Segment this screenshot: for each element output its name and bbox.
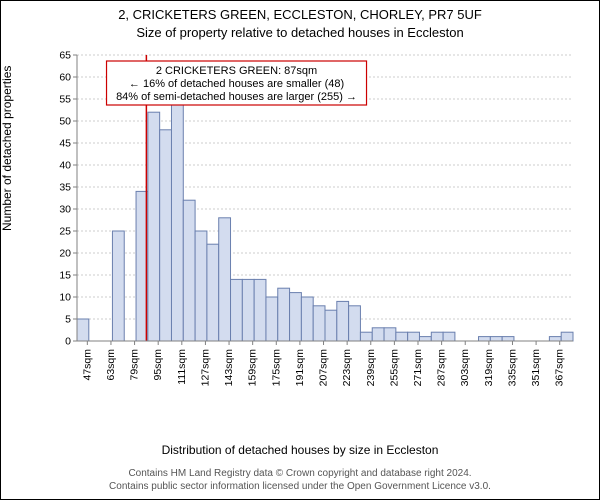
- svg-text:63sqm: 63sqm: [105, 349, 117, 381]
- chart-container: 2, CRICKETERS GREEN, ECCLESTON, CHORLEY,…: [0, 0, 600, 500]
- svg-text:95sqm: 95sqm: [152, 349, 164, 381]
- svg-text:255sqm: 255sqm: [388, 349, 400, 387]
- svg-text:60: 60: [59, 72, 71, 84]
- svg-text:143sqm: 143sqm: [223, 349, 235, 387]
- svg-text:50: 50: [59, 116, 71, 128]
- svg-text:10: 10: [59, 292, 71, 304]
- svg-text:5: 5: [65, 314, 71, 326]
- plot-area: 0 5 10 15 20 25 30 35 40 45 50 55 60 65 47sqm 63sqm 79s…: [49, 49, 579, 389]
- y-axis-label: Number of detached properties: [0, 66, 14, 231]
- svg-text:271sqm: 271sqm: [412, 349, 424, 387]
- x-axis-label: Distribution of detached houses by size …: [1, 443, 599, 457]
- svg-text:55: 55: [59, 94, 71, 106]
- svg-text:335sqm: 335sqm: [506, 349, 518, 387]
- svg-text:111sqm: 111sqm: [176, 349, 188, 385]
- svg-text:30: 30: [59, 204, 71, 216]
- svg-text:351sqm: 351sqm: [530, 349, 542, 387]
- bars-group: [77, 99, 573, 341]
- title-main: 2, CRICKETERS GREEN, ECCLESTON, CHORLEY,…: [1, 7, 599, 22]
- svg-text:47sqm: 47sqm: [81, 349, 93, 381]
- footer-line1: Contains HM Land Registry data © Crown c…: [1, 467, 599, 480]
- svg-text:303sqm: 303sqm: [459, 349, 471, 387]
- svg-text:127sqm: 127sqm: [199, 349, 211, 387]
- svg-text:15: 15: [59, 270, 71, 282]
- svg-text:239sqm: 239sqm: [365, 349, 377, 387]
- histogram-svg: 0 5 10 15 20 25 30 35 40 45 50 55 60 65 47sqm 63sqm 79s…: [49, 49, 579, 389]
- footer-line2: Contains public sector information licen…: [1, 480, 599, 493]
- svg-text:175sqm: 175sqm: [270, 349, 282, 387]
- svg-text:84% of semi-detached houses ar: 84% of semi-detached houses are larger (…: [116, 91, 357, 103]
- svg-text:40: 40: [59, 160, 71, 172]
- y-axis: 0 5 10 15 20 25 30 35 40 45 50 55 60 65: [59, 50, 77, 348]
- svg-text:191sqm: 191sqm: [294, 349, 306, 387]
- svg-text:45: 45: [59, 138, 71, 150]
- svg-text:65: 65: [59, 50, 71, 62]
- svg-text:159sqm: 159sqm: [247, 349, 259, 387]
- info-box: 2 CRICKETERS GREEN: 87sqm← 16% of detach…: [107, 61, 367, 105]
- svg-text:207sqm: 207sqm: [318, 349, 330, 387]
- x-axis: 47sqm 63sqm 79sqm 95sqm 111sqm 127sqm 143sqm 15…: [77, 341, 573, 386]
- title-sub: Size of property relative to detached ho…: [1, 25, 599, 40]
- svg-text:287sqm: 287sqm: [436, 349, 448, 387]
- svg-text:0: 0: [65, 336, 71, 348]
- svg-text:367sqm: 367sqm: [554, 349, 566, 387]
- svg-text:20: 20: [59, 248, 71, 260]
- svg-text:2 CRICKETERS GREEN: 87sqm: 2 CRICKETERS GREEN: 87sqm: [156, 65, 317, 77]
- svg-text:223sqm: 223sqm: [341, 349, 353, 387]
- svg-text:319sqm: 319sqm: [483, 349, 495, 387]
- footer: Contains HM Land Registry data © Crown c…: [1, 467, 599, 493]
- svg-text:79sqm: 79sqm: [129, 349, 141, 381]
- svg-text:25: 25: [59, 226, 71, 238]
- svg-text:35: 35: [59, 182, 71, 194]
- svg-text:← 16% of detached houses are s: ← 16% of detached houses are smaller (48…: [129, 78, 344, 90]
